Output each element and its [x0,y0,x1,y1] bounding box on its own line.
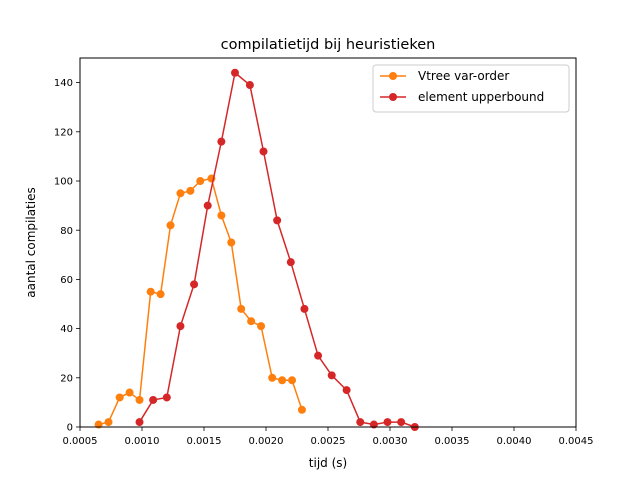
x-tick-label: 0.0040 [497,436,532,447]
data-point-series-2 [149,395,158,404]
data-point-series-1 [278,376,287,385]
data-point-series-1 [146,287,155,296]
data-point-series-1 [217,211,226,220]
legend-label: element upperbound [418,90,544,104]
data-point-series-2 [383,418,392,427]
data-point-series-2 [273,216,282,225]
x-tick-label: 0.0035 [435,436,470,447]
data-point-series-2 [286,258,295,267]
legend-swatch-marker [389,72,397,80]
y-axis-label: aantal compilaties [24,187,38,297]
data-point-series-1 [135,395,144,404]
data-point-series-1 [176,189,185,198]
data-point-series-1 [268,373,277,382]
data-point-series-2 [190,280,199,289]
chart-title: compilatietijd bij heuristieken [221,37,436,53]
data-point-series-2 [245,81,254,90]
x-tick-label: 0.0010 [125,436,160,447]
plot-layer [94,68,419,431]
data-point-series-2 [327,371,336,380]
data-point-series-2 [356,418,365,427]
x-tick-label: 0.0025 [311,436,346,447]
data-point-series-2 [397,418,406,427]
data-point-series-2 [342,386,351,395]
x-axis-label: tijd (s) [309,456,347,470]
y-tick-label: 100 [54,177,73,188]
data-point-series-1 [297,405,306,414]
data-point-series-1 [115,393,124,402]
data-point-series-1 [247,317,256,326]
data-point-series-2 [259,147,268,156]
data-point-series-2 [314,351,323,360]
y-tick-label: 20 [60,373,73,384]
y-tick-label: 40 [60,324,73,335]
x-tick-label: 0.0005 [63,436,98,447]
y-tick-label: 0 [67,423,73,434]
legend: Vtree var-order element upperbound [372,64,570,113]
data-point-series-2 [135,418,144,427]
legend-box [372,64,570,113]
legend-label: Vtree var-order [418,69,509,83]
x-tick-label: 0.0030 [373,436,408,447]
x-tick-label: 0.0015 [187,436,222,447]
data-point-series-2 [231,68,239,77]
data-point-series-1 [125,388,134,397]
data-point-series-2 [203,201,212,210]
y-tick-label: 60 [60,275,73,286]
data-point-series-2 [162,393,171,402]
data-point-series-1 [166,221,175,230]
data-point-series-2 [176,322,185,331]
data-point-series-2 [300,304,309,313]
legend-swatch-marker [389,93,397,101]
data-point-series-1 [196,177,205,185]
x-tick-label: 0.0020 [249,436,284,447]
data-point-series-1 [104,418,113,427]
data-point-series-1 [257,322,266,331]
x-tick-label: 0.0045 [559,436,594,447]
y-tick-label: 140 [54,78,73,89]
x-axis: 0.0005 0.0010 0.0015 0.0020 0.0025 0.0030 0.00… [63,427,594,447]
y-axis: 0 20 40 60 80 100 120 140 [54,78,80,434]
data-point-series-1 [237,304,246,313]
data-point-series-2 [217,137,226,146]
y-tick-label: 80 [60,226,73,237]
y-tick-label: 120 [54,127,73,138]
data-point-series-1 [227,238,236,247]
data-point-series-1 [288,376,297,385]
data-point-series-1 [156,290,165,299]
data-point-series-1 [186,186,195,195]
